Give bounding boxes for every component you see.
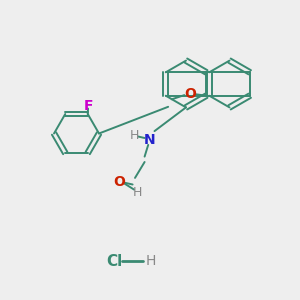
Text: H: H [130, 129, 139, 142]
Text: N: N [144, 133, 156, 146]
Text: O: O [184, 87, 196, 101]
Text: H: H [133, 186, 142, 199]
Text: Cl: Cl [106, 254, 122, 268]
Text: F: F [84, 99, 93, 112]
Text: H: H [146, 254, 156, 268]
Text: O: O [113, 175, 125, 189]
